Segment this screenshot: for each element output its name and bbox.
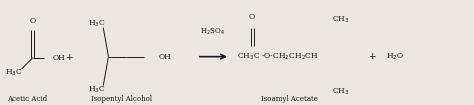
Text: H$_3$C: H$_3$C	[5, 68, 23, 78]
Text: H$_2$O: H$_2$O	[386, 51, 404, 62]
Text: +: +	[65, 53, 73, 62]
Text: +: +	[368, 52, 375, 61]
Text: H$_2$SO$_4$: H$_2$SO$_4$	[200, 27, 225, 37]
Text: H$_3$C: H$_3$C	[88, 18, 106, 29]
Text: Acetic Acid: Acetic Acid	[7, 95, 47, 103]
Text: OH: OH	[159, 53, 172, 61]
Text: O: O	[30, 17, 36, 25]
Text: CH$_3$C: CH$_3$C	[237, 51, 261, 62]
Text: CH$_3$: CH$_3$	[331, 87, 349, 97]
Text: O: O	[249, 13, 255, 21]
Text: H$_3$C: H$_3$C	[88, 85, 106, 95]
Text: CH$_3$: CH$_3$	[331, 14, 349, 25]
Text: Isopentyl Alcohol: Isopentyl Alcohol	[91, 95, 152, 103]
Text: Isoamyl Acetate: Isoamyl Acetate	[261, 95, 318, 103]
Text: OH: OH	[53, 54, 65, 62]
Text: -O-CH$_2$CH$_2$CH: -O-CH$_2$CH$_2$CH	[261, 51, 319, 62]
